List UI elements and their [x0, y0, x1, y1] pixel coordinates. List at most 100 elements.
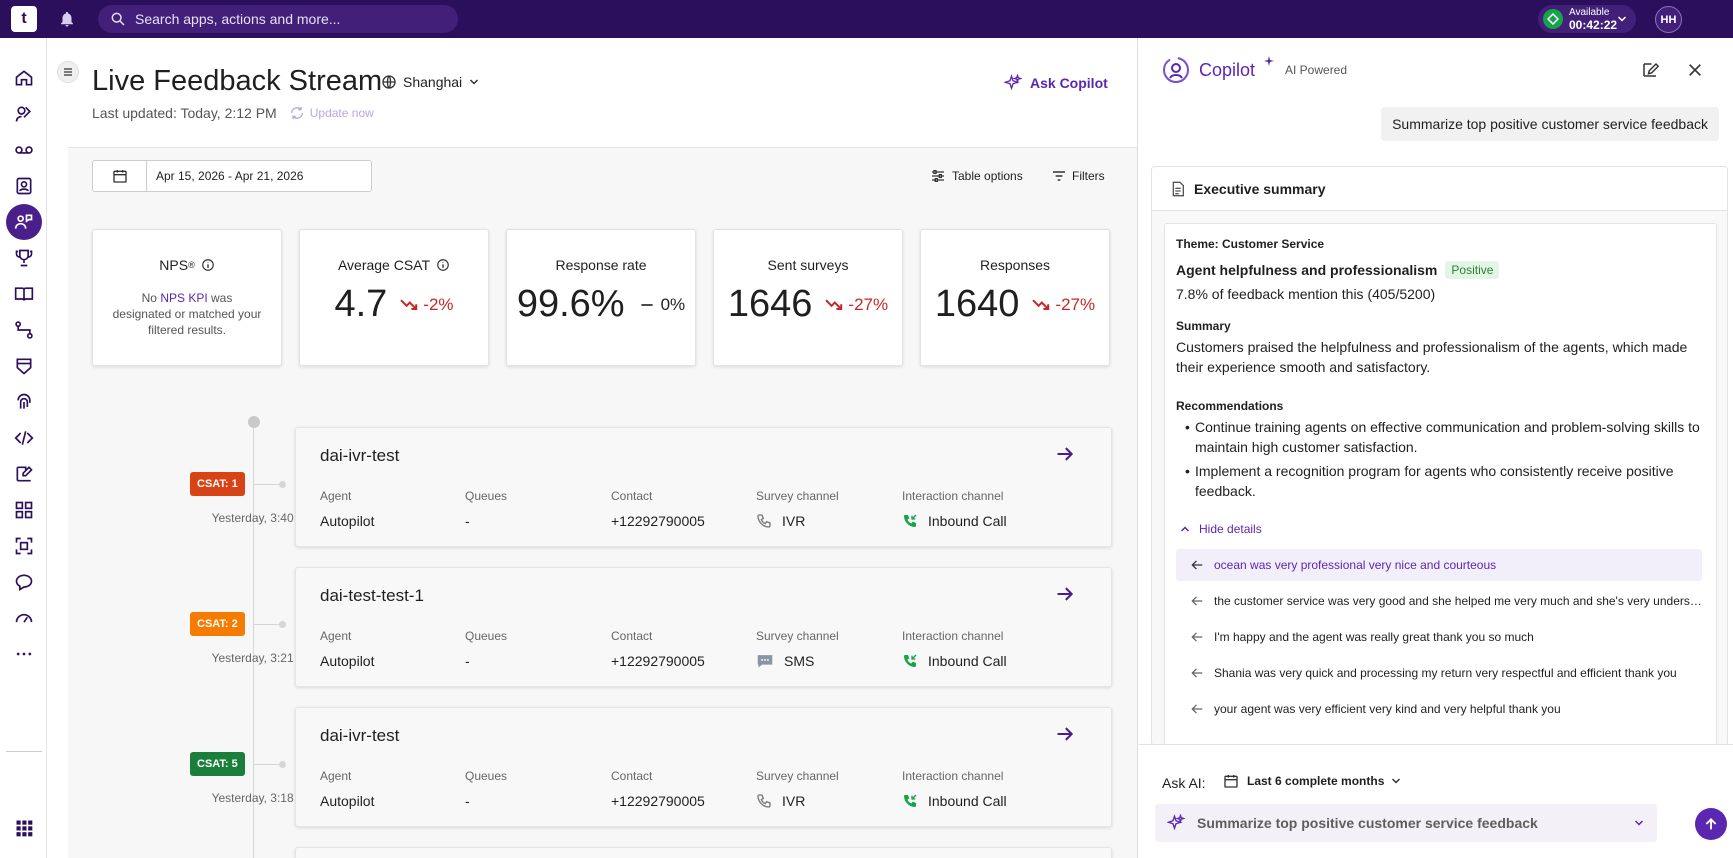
book-icon[interactable]	[6, 276, 42, 312]
hide-details-label: Hide details	[1199, 522, 1262, 536]
nps-note-pre: No	[141, 291, 161, 305]
chat-icon[interactable]	[6, 564, 42, 600]
flow-icon[interactable]	[6, 312, 42, 348]
col-interaction-channel: Interaction channel	[902, 629, 1004, 643]
response-rate-label: Response rate	[555, 257, 647, 273]
ask-ai-input[interactable]: Summarize top positive customer service …	[1155, 804, 1657, 842]
date-range-picker[interactable]: Apr 15, 2026 - Apr 21, 2026	[92, 160, 372, 192]
csat-label: Average CSAT	[337, 257, 431, 273]
arrow-right-icon[interactable]	[1055, 724, 1075, 744]
csat-badge: CSAT: 5	[190, 752, 245, 776]
close-icon[interactable]	[1687, 62, 1703, 78]
info-icon[interactable]	[201, 258, 215, 272]
interaction-card[interactable]: dai-ivr-test Agent Autopilot Queues - Cont…	[295, 427, 1112, 547]
sent-surveys-card: Sent surveys 1646 -27%	[713, 229, 903, 366]
nps-kpi-link[interactable]: NPS KPI	[160, 291, 208, 305]
sentiment-badge: Positive	[1445, 261, 1500, 279]
shield-icon[interactable]	[6, 348, 42, 384]
edit-icon[interactable]	[6, 456, 42, 492]
interaction-card[interactable]: dai-test-test-1 Agent Autopilot Queues - C…	[295, 567, 1112, 687]
code-icon[interactable]	[6, 420, 42, 456]
new-chat-icon[interactable]	[1641, 61, 1659, 79]
arrow-left-icon	[1191, 668, 1203, 678]
sent-surveys-value: 1646	[727, 283, 813, 325]
user-avatar[interactable]: HH	[1655, 6, 1682, 33]
update-now-label: Update now	[309, 106, 374, 120]
hide-details-button[interactable]: Hide details	[1179, 522, 1262, 536]
top-bar: t Search apps, actions and more... Avail…	[0, 0, 1733, 38]
agent-status-toggle[interactable]: Available 00:42:22	[1538, 5, 1636, 33]
global-search[interactable]: Search apps, actions and more...	[98, 5, 458, 33]
arrow-right-icon[interactable]	[1055, 584, 1075, 604]
response-rate-card: Response rate 99.6% 0%	[506, 229, 696, 366]
feedback-quote[interactable]: Shania was very quick and processing my …	[1176, 657, 1702, 689]
csat-delta: -2%	[423, 294, 454, 314]
feedback-time: Yesterday, 3:40 PM	[211, 511, 315, 525]
responses-label: Responses	[979, 257, 1051, 273]
arrow-left-icon	[1191, 560, 1203, 570]
contact-value: +12292790005	[611, 653, 705, 669]
main-content: Live Feedback Stream Shanghai Last updat…	[68, 38, 1138, 858]
feedback-quote[interactable]: your agent was very efficient very kind …	[1176, 693, 1702, 725]
bell-icon[interactable]	[58, 10, 76, 33]
more-icon[interactable]	[6, 636, 42, 672]
chevron-down-icon[interactable]	[1633, 817, 1645, 829]
nps-note: No NPS KPI was designated or matched you…	[111, 290, 263, 338]
interaction-card[interactable]	[295, 847, 1112, 858]
chevron-down-icon	[1617, 16, 1627, 22]
interaction-name: dai-ivr-test	[320, 726, 400, 745]
col-agent: Agent	[320, 629, 352, 643]
ask-copilot-button[interactable]: Ask Copilot	[1004, 74, 1108, 92]
sent-surveys-label: Sent surveys	[767, 257, 849, 273]
interaction-channel-value: Inbound Call	[928, 513, 1007, 529]
ask-ai-footer: Ask AI: Last 6 complete months Summarize…	[1139, 744, 1733, 858]
fingerprint-icon[interactable]	[6, 384, 42, 420]
location-selector[interactable]: Shanghai	[381, 74, 486, 90]
ask-ai-input-value: Summarize top positive customer service …	[1197, 815, 1538, 831]
scan-icon[interactable]	[6, 528, 42, 564]
feedback-quote[interactable]: the customer service was very good and s…	[1176, 585, 1702, 617]
feedback-quote-text: your agent was very efficient very kind …	[1214, 702, 1561, 716]
filter-icon	[1053, 171, 1065, 181]
arrow-left-icon	[1191, 632, 1203, 642]
left-nav	[0, 38, 47, 858]
status-label: Available	[1569, 7, 1610, 18]
info-icon[interactable]	[436, 258, 450, 272]
voicemail-icon[interactable]	[6, 132, 42, 168]
app-logo[interactable]: t	[11, 6, 37, 32]
routing-icon[interactable]	[6, 96, 42, 132]
time-range-selector[interactable]: Last 6 complete months	[1223, 773, 1410, 789]
trophy-icon[interactable]	[6, 240, 42, 276]
table-options-button[interactable]: Table options	[930, 168, 1023, 184]
timeline-connector	[253, 481, 286, 488]
calendar-icon[interactable]	[93, 161, 147, 191]
summary-body: Theme: Customer Service Agent helpfulnes…	[1164, 223, 1717, 745]
queues-value: -	[465, 793, 470, 809]
responses-value: 1640	[934, 283, 1020, 325]
arrow-right-icon[interactable]	[1055, 444, 1075, 464]
feedback-icon[interactable]	[6, 204, 42, 240]
survey-channel-value: IVR	[782, 513, 806, 529]
feedback-time: Yesterday, 3:18 PM	[211, 791, 315, 805]
nps-reg-mark: ®	[188, 260, 195, 270]
topic-title: Agent helpfulness and professionalism	[1176, 262, 1438, 278]
feedback-quote[interactable]: I'm happy and the agent was really great…	[1176, 621, 1702, 653]
home-icon[interactable]	[6, 60, 42, 96]
inbound-call-icon	[904, 654, 917, 667]
queues-value: -	[465, 513, 470, 529]
recommendation-item: Implement a recognition program for agen…	[1185, 461, 1705, 501]
feedback-quote[interactable]: ocean was very professional very nice an…	[1176, 549, 1702, 581]
recommendation-item: Continue training agents on effective co…	[1185, 417, 1705, 457]
send-button[interactable]	[1695, 808, 1727, 840]
filters-button[interactable]: Filters	[1051, 168, 1105, 184]
phone-icon	[757, 794, 771, 808]
contacts-icon[interactable]	[6, 168, 42, 204]
nps-label: NPS	[159, 257, 189, 273]
update-now-button[interactable]: Update now	[289, 105, 374, 121]
contact-value: +12292790005	[611, 793, 705, 809]
interaction-card[interactable]: dai-ivr-test Agent Autopilot Queues - Cont…	[295, 707, 1112, 827]
collapse-panel-icon[interactable]	[57, 61, 79, 83]
apps-grid-icon[interactable]	[6, 492, 42, 528]
app-launcher-icon[interactable]	[6, 810, 42, 846]
dashboard-icon[interactable]	[6, 600, 42, 636]
